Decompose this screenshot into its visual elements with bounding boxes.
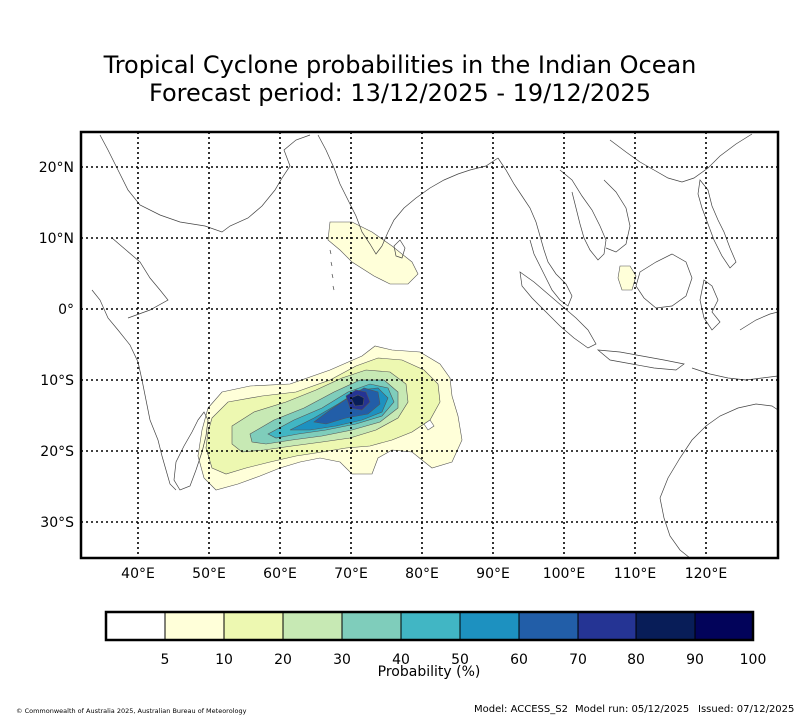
longitude-labels: 40°E 50°E 60°E 70°E 80°E 90°E 100°E 110°…: [121, 566, 727, 582]
colorbar-segment-5: [400, 611, 461, 641]
lon-label: 40°E: [121, 566, 155, 582]
map-frame: [79, 130, 780, 560]
colorbar-segment-4: [341, 611, 402, 641]
lon-label: 80°E: [405, 566, 439, 582]
colorbar-segment-7: [518, 611, 579, 641]
colorbar-segment-2: [223, 611, 284, 641]
colorbar-segment-10: [694, 611, 754, 641]
lat-label: 0°: [58, 302, 74, 318]
copyright-notice: © Commonwealth of Australia 2025, Austra…: [16, 707, 247, 715]
lon-label: 100°E: [543, 566, 586, 582]
probability-shading: [197, 221, 637, 491]
lat-label: 20°S: [40, 444, 74, 460]
colorbar: [104, 610, 755, 642]
gridlines: [81, 132, 778, 558]
colorbar-tick: 90: [686, 652, 704, 668]
colorbar-segment-3: [282, 611, 343, 641]
colorbar-segment-9: [635, 611, 696, 641]
chart-title-line2: Forecast period: 13/12/2025 - 19/12/2025: [149, 79, 651, 107]
lat-label: 20°N: [39, 160, 74, 176]
lon-label: 70°E: [334, 566, 368, 582]
colorbar-tick: 80: [627, 652, 645, 668]
lat-label: 10°N: [39, 231, 74, 247]
prob-area-80: [350, 394, 365, 407]
colorbar-segment-6: [459, 611, 520, 641]
coastlines: [91, 133, 778, 558]
lat-label: 30°S: [40, 515, 74, 531]
lat-label: 10°S: [40, 373, 74, 389]
colorbar-label: Probability (%): [377, 664, 481, 680]
colorbar-tick: 20: [274, 652, 292, 668]
colorbar-tick: 10: [215, 652, 233, 668]
colorbar-tick: 30: [333, 652, 351, 668]
lon-label: 50°E: [192, 566, 226, 582]
lon-label: 60°E: [263, 566, 297, 582]
lon-label: 120°E: [685, 566, 728, 582]
lon-label: 90°E: [476, 566, 510, 582]
prob-area-5-east: [617, 265, 637, 291]
colorbar-segment-0: [105, 611, 166, 641]
model-run-date: Model run: 05/12/2025: [575, 704, 690, 715]
chart-title-line1: Tropical Cyclone probabilities in the In…: [103, 51, 697, 79]
colorbar-tick: 5: [161, 652, 170, 668]
colorbar-tick: 100: [740, 652, 767, 668]
prob-area-5-north: [327, 221, 419, 285]
colorbar-tick: 50: [451, 652, 469, 668]
colorbar-segment-8: [577, 611, 637, 641]
colorbar-tick: 60: [510, 652, 528, 668]
latitude-labels: 20°N 10°N 0° 10°S 20°S 30°S: [39, 160, 74, 531]
colorbar-tick: 40: [392, 652, 410, 668]
issued-date: Issued: 07/12/2025: [698, 704, 795, 715]
colorbar-segment-1: [164, 611, 225, 641]
model-name: Model: ACCESS_S2: [474, 704, 568, 715]
lon-label: 110°E: [614, 566, 657, 582]
colorbar-tick: 70: [569, 652, 587, 668]
colorbar-ticks: 5 10 20 30 40 50 60 70 80 90 100: [161, 652, 767, 668]
